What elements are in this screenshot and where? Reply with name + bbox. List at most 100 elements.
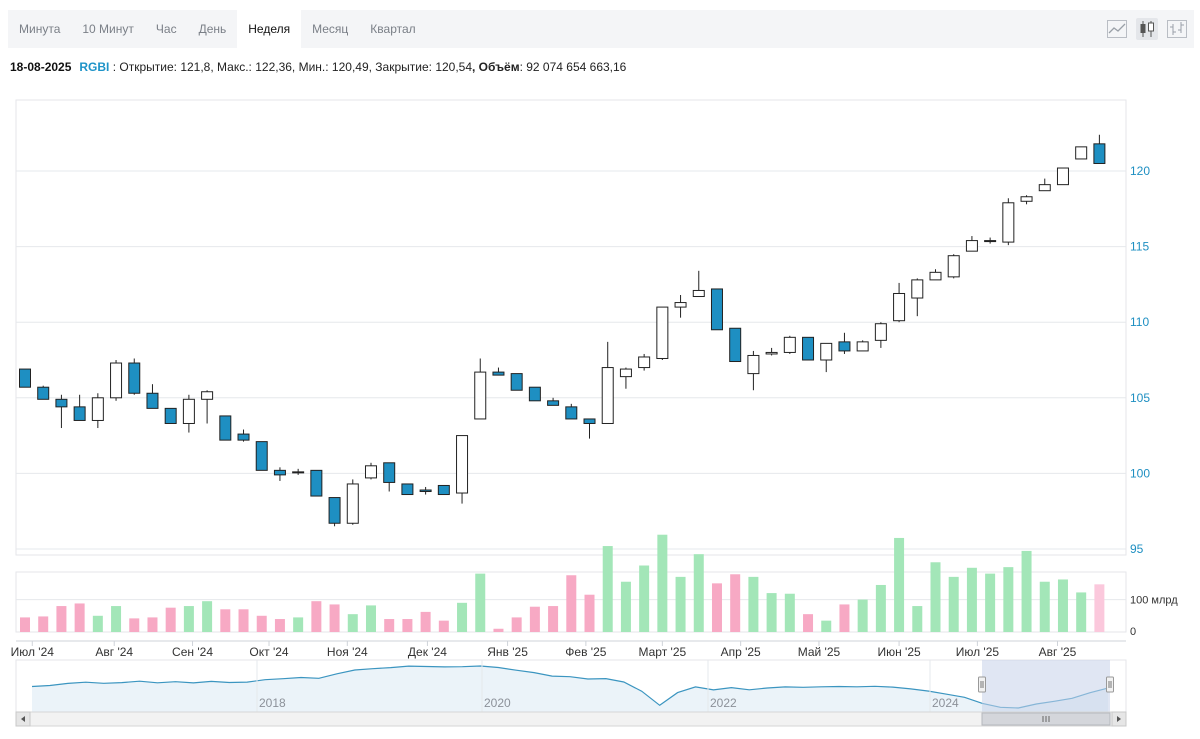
scroll-left-arrow-icon — [21, 716, 25, 722]
navigator[interactable]: 2018 2020 2022 2024 — [15, 659, 1127, 727]
volume-bar — [784, 593, 795, 632]
candlesticks — [19, 134, 1106, 527]
candle-body — [310, 469, 323, 497]
volume-bars — [20, 534, 1105, 632]
candle-body — [656, 306, 669, 359]
candle-body — [820, 342, 833, 361]
candle-body — [547, 400, 560, 406]
volume-bar — [529, 606, 540, 632]
tab-day[interactable]: День — [198, 22, 227, 36]
line-chart-icon[interactable] — [1106, 18, 1128, 40]
volume-bar — [475, 573, 486, 632]
volume-bar — [1039, 581, 1050, 632]
volume-bar — [347, 614, 358, 632]
candle-body — [91, 397, 104, 421]
volume-bar — [256, 615, 267, 632]
candle-body — [729, 327, 742, 363]
volume-bar — [402, 619, 413, 632]
volume-bar — [839, 604, 850, 632]
navigator-year-label: 2022 — [710, 696, 737, 710]
candle-body — [401, 483, 414, 496]
info-volume: 92 074 654 663,16 — [526, 60, 627, 74]
candle-body — [182, 398, 195, 424]
volume-bar — [20, 617, 30, 632]
candle-body — [364, 465, 377, 479]
candle-body — [128, 362, 141, 394]
volume-bar — [930, 562, 941, 632]
info-close: 120,54 — [435, 60, 473, 74]
candle-body — [802, 336, 815, 361]
tab-10-minutes[interactable]: 10 Минут — [82, 22, 134, 36]
candle-body — [510, 373, 523, 391]
info-separator: : — [109, 60, 120, 74]
volume-bar — [329, 604, 340, 632]
candle-body — [37, 386, 50, 400]
ohlc-info-line: 18-08-2025 RGBI : Открытие: 121,8, Макс.:… — [10, 60, 626, 74]
navigator-handle[interactable] — [978, 676, 986, 693]
tab-month[interactable]: Месяц — [312, 22, 349, 36]
volume-bar — [675, 576, 686, 632]
volume-bar — [548, 606, 559, 632]
time-tick-label: Дек '24 — [408, 645, 447, 659]
candle-body — [856, 341, 869, 352]
candle-body — [765, 351, 778, 355]
volume-bar — [711, 583, 722, 632]
volume-bar — [1076, 592, 1087, 632]
candle-body — [255, 441, 268, 471]
volume-bar — [111, 606, 122, 632]
time-tick-label: Ноя '24 — [327, 645, 368, 659]
candlestick-icon[interactable] — [1136, 18, 1158, 40]
time-tick-label: Авг '25 — [1039, 645, 1077, 659]
scrollbar-track — [15, 711, 1127, 727]
toolbar: Минута 10 Минут Час День Неделя Месяц Кв… — [8, 10, 1194, 48]
info-high: 122,36 — [255, 60, 292, 74]
info-ticker: RGBI — [79, 60, 110, 74]
navigator-handle[interactable] — [1106, 676, 1114, 693]
volume-bar — [56, 606, 67, 632]
candle-body — [583, 418, 596, 424]
volume-tick-label: 0 — [1130, 626, 1136, 638]
candle-body — [146, 392, 159, 409]
info-open: 121,8 — [180, 60, 211, 74]
volume-bar — [1003, 567, 1014, 632]
tab-quarter[interactable]: Квартал — [370, 22, 416, 36]
volume-bar — [912, 606, 923, 632]
time-tick-label: Фев '25 — [565, 645, 606, 659]
volume-bar — [311, 601, 322, 632]
candle-body — [492, 371, 505, 376]
time-tick-label: Июн '25 — [877, 645, 921, 659]
candle-body — [601, 367, 614, 424]
info-volume-label: , Объём — [472, 60, 520, 74]
volume-bar — [202, 601, 213, 632]
ohlc-bars-icon[interactable] — [1166, 18, 1188, 40]
candle-body — [874, 323, 887, 341]
price-tick-label: 110 — [1130, 315, 1149, 329]
candle-body — [674, 302, 687, 308]
tab-week[interactable]: Неделя — [237, 10, 302, 48]
price-tick-label: 95 — [1130, 542, 1144, 556]
time-tick-label: Сен '24 — [172, 645, 213, 659]
volume-bar — [511, 617, 522, 632]
candle-body — [1038, 184, 1051, 192]
candle-body — [456, 435, 469, 494]
candle-body — [838, 341, 851, 352]
time-tick-label: Июл '25 — [956, 645, 1000, 659]
time-tick-label: Авг '24 — [95, 645, 133, 659]
interval-tabs: Минута 10 Минут Час День Неделя Месяц Кв… — [8, 10, 427, 48]
price-tick-label: 100 — [1130, 466, 1150, 480]
price-tick-label: 105 — [1130, 391, 1150, 405]
volume-bar — [220, 609, 231, 632]
candle-body — [929, 271, 942, 281]
volume-axis: 0 100 млрд — [1130, 595, 1178, 638]
tab-minute[interactable]: Минута — [19, 22, 61, 36]
navigator-year-label: 2024 — [932, 696, 959, 710]
candle-body — [1002, 202, 1015, 243]
candle-body — [984, 240, 997, 243]
candle-body — [747, 354, 760, 375]
info-low: 120,49 — [331, 60, 369, 74]
volume-bar — [803, 614, 814, 632]
tab-hour[interactable]: Час — [155, 22, 177, 36]
candle-body — [273, 469, 286, 476]
candle-body — [947, 255, 960, 278]
